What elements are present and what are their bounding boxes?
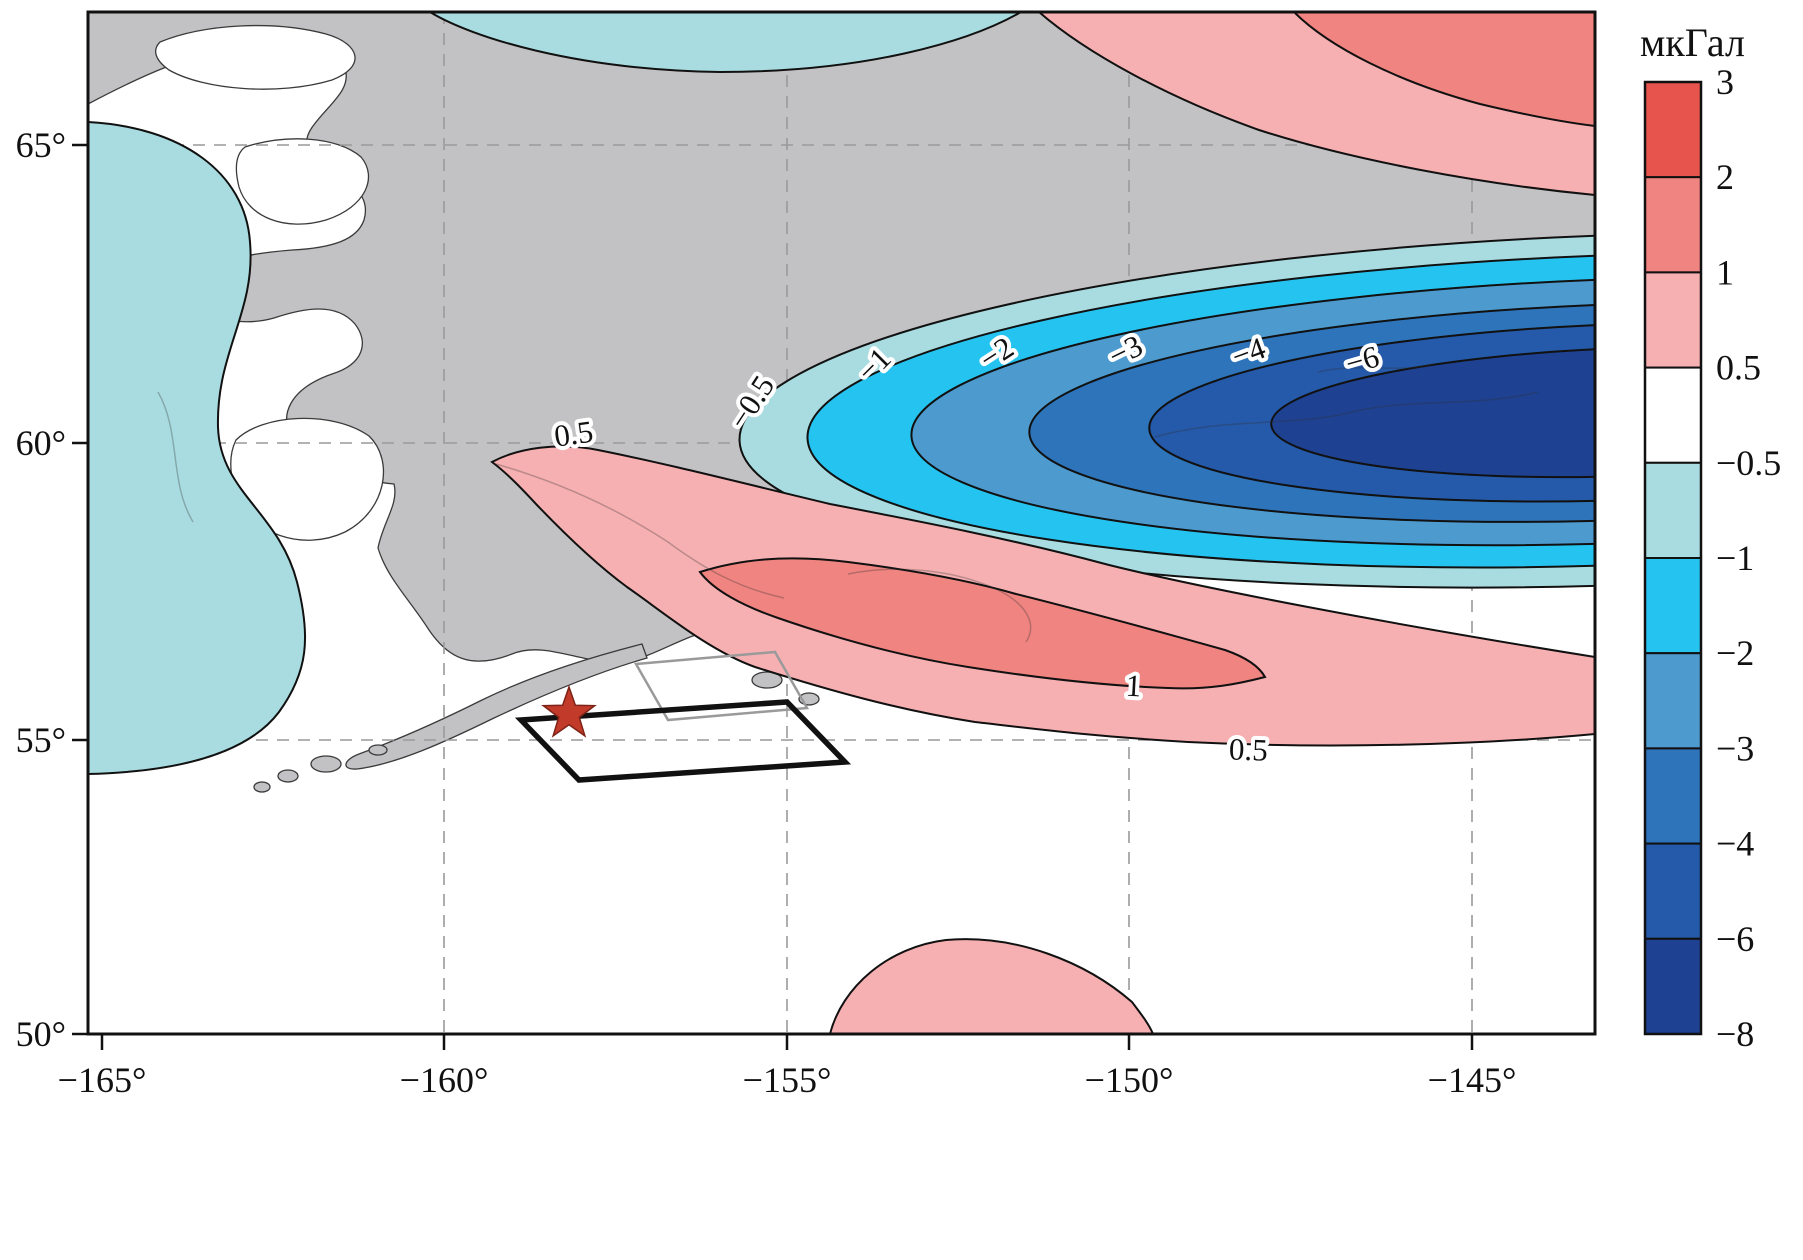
colorbar-tick-label: −3 <box>1716 728 1754 768</box>
colorbar-title: мкГал <box>1640 20 1745 65</box>
colorbar-segment <box>1644 366 1702 464</box>
x-tick-label: −150° <box>1085 1060 1174 1100</box>
colorbar-tick-label: 0.5 <box>1716 348 1761 388</box>
colorbar-segment <box>1644 461 1702 559</box>
faint-coastline <box>1154 391 1539 438</box>
colorbar-tick-label: −6 <box>1716 919 1754 959</box>
colorbar: мкГал 3 2 1 0.5 −0.5 −1 −2 −3 −4 −6 −8 <box>1640 20 1781 1054</box>
y-tick-label: 50° <box>16 1014 66 1054</box>
faint-coastline <box>157 391 194 523</box>
colorbar-segment <box>1644 557 1702 655</box>
colorbar-tick-label: 3 <box>1716 62 1734 102</box>
y-tick-label: 60° <box>16 423 66 463</box>
contour-label-pos05-west: 0.5 <box>552 414 595 454</box>
fault-plane-outline-secondary <box>633 650 810 722</box>
pos1-core-northeast <box>1292 12 1595 128</box>
colorbar-segment <box>1644 81 1702 179</box>
faint-coastline-kodiak <box>847 568 1032 643</box>
colorbar-segment <box>1644 176 1702 274</box>
colorbar-segment <box>1644 937 1702 1035</box>
map-frame <box>86 10 1597 1036</box>
pos05-band <box>490 445 1595 747</box>
island <box>277 769 299 783</box>
neg05-blob-west <box>88 120 306 776</box>
fault-plane-outline-main <box>514 699 852 783</box>
x-tick-label: −160° <box>400 1060 489 1100</box>
x-tick-label: −165° <box>58 1060 147 1100</box>
epicenter-star-icon <box>541 684 597 738</box>
y-tick-label: 55° <box>16 720 66 760</box>
sound-cutout-north <box>154 24 356 90</box>
map-content: 0.5 −0.5 −1 −2 −3 −4 −6 1 0.5 <box>88 12 1595 1034</box>
colorbar-segment <box>1644 747 1702 845</box>
colorbar-tick-label: −8 <box>1716 1014 1754 1054</box>
sound-cutout-mid <box>235 138 370 225</box>
x-tick-label: −145° <box>1428 1060 1517 1100</box>
colorbar-tick-label: 2 <box>1716 157 1734 197</box>
x-tick-label: −155° <box>743 1060 832 1100</box>
faint-coastline <box>1317 363 1434 373</box>
colorbar-segment <box>1644 271 1702 369</box>
island <box>368 744 388 756</box>
island <box>310 755 342 773</box>
faint-coastline <box>495 463 785 599</box>
map-area: 0.5 −0.5 −1 −2 −3 −4 −6 1 0.5 <box>86 10 1597 1036</box>
x-axis: −165° −160° −155° −150° −145° <box>58 1034 1517 1100</box>
colorbar-tick-label: −0.5 <box>1716 443 1781 483</box>
neg05-blob-top <box>428 12 1024 74</box>
island <box>751 671 783 689</box>
epicenter-marker <box>541 684 597 738</box>
colorbar-segment <box>1644 652 1702 750</box>
y-tick-label: 65° <box>16 125 66 165</box>
colorbar-tick-label: −2 <box>1716 633 1754 673</box>
colorbar-outline <box>1643 80 1703 1036</box>
contour-ring-neg6 <box>1270 345 1595 479</box>
colorbar-tick-label: 1 <box>1716 252 1734 292</box>
alaska-peninsula <box>345 643 648 770</box>
colorbar-tick-label: −4 <box>1716 824 1754 864</box>
contour-label-pos05-east: 0.5 <box>1228 731 1268 767</box>
contour-label-pos1: 1 <box>1125 668 1142 704</box>
colorbar-tick-label: −1 <box>1716 538 1754 578</box>
pos1-core-band <box>698 557 1267 690</box>
y-axis: 65° 60° 55° 50° <box>16 125 88 1054</box>
island <box>253 781 271 793</box>
colorbar-segment <box>1644 842 1702 940</box>
pos05-blob-bottom <box>828 938 1155 1034</box>
